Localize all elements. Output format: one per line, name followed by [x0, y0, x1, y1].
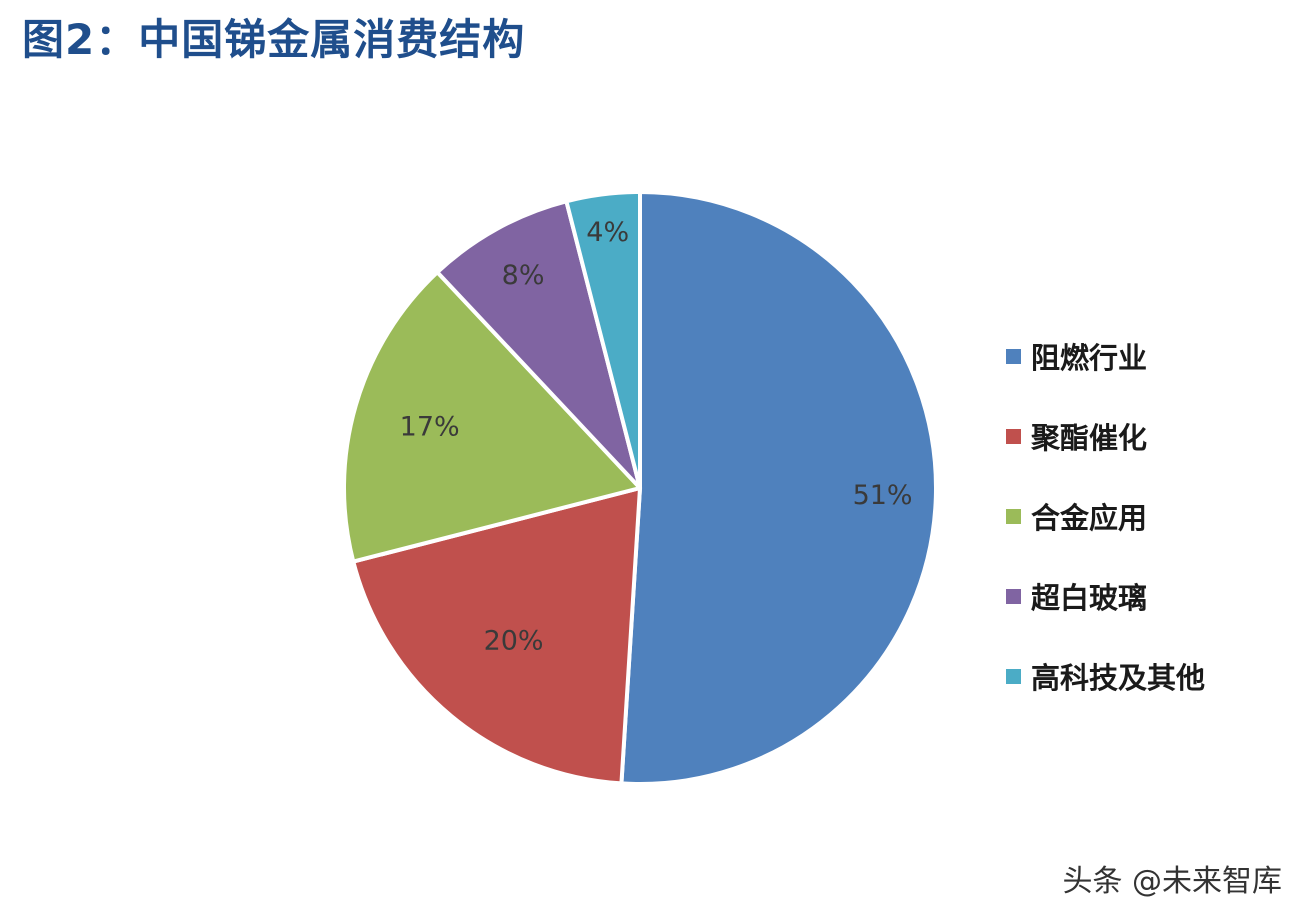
legend-label: 聚酯催化 — [1031, 421, 1148, 455]
pie-slice — [435, 199, 642, 490]
legend-item: 高科技及其他 — [1006, 636, 1205, 716]
data-label: 8% — [502, 260, 545, 291]
legend-label: 阻燃行业 — [1031, 341, 1148, 375]
pie-slice — [342, 270, 642, 564]
pie-slices — [342, 190, 938, 786]
legend-item: 合金应用 — [1006, 476, 1205, 556]
legend-item: 超白玻璃 — [1006, 556, 1205, 636]
legend-label: 合金应用 — [1031, 501, 1148, 535]
pie-slice — [351, 486, 642, 786]
legend-item: 聚酯催化 — [1006, 396, 1205, 476]
legend-swatch — [1006, 348, 1021, 364]
pie-slice — [564, 190, 642, 490]
data-label: 20% — [484, 625, 544, 656]
pie-data-labels: 51% 20% 17% 8% 4% — [400, 217, 913, 656]
legend-swatch — [1006, 588, 1021, 604]
legend-swatch — [1006, 668, 1021, 684]
legend-label: 高科技及其他 — [1031, 661, 1206, 695]
watermark: 头条 @未来智库 — [1062, 864, 1282, 899]
chart-legend: 阻燃行业 聚酯催化 合金应用 超白玻璃 高科技及其他 — [1006, 316, 1205, 716]
legend-swatch — [1006, 428, 1021, 444]
legend-swatch — [1006, 508, 1021, 524]
legend-item: 阻燃行业 — [1006, 316, 1205, 396]
data-label: 17% — [400, 411, 460, 442]
data-label: 51% — [853, 480, 913, 511]
pie-slice — [619, 190, 938, 786]
chart-title: 图2：中国锑金属消费结构 — [22, 15, 526, 64]
legend-label: 超白玻璃 — [1031, 581, 1148, 615]
data-label: 4% — [586, 217, 629, 248]
